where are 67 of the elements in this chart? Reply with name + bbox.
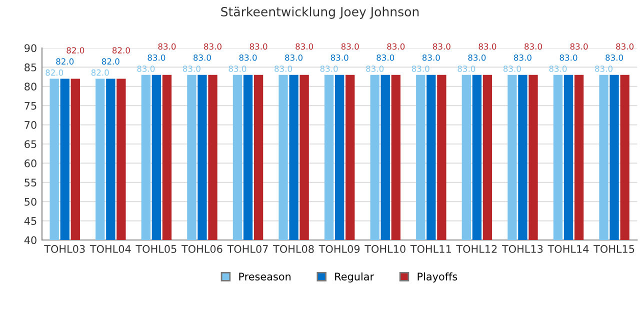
y-tick-label: 75 <box>24 102 36 110</box>
y-tick-label: 45 <box>24 217 36 225</box>
x-tick-label: TOHL04 <box>90 245 131 253</box>
y-tick-label: 70 <box>24 121 36 129</box>
data-label: 83.0 <box>341 43 359 50</box>
data-label: 83.0 <box>503 66 521 72</box>
data-label: 83.0 <box>570 43 588 50</box>
data-label: 83.0 <box>606 54 624 61</box>
data-label: 82.0 <box>66 47 84 54</box>
y-tick-label: 90 <box>24 44 36 52</box>
data-label: 83.0 <box>478 43 496 50</box>
y-tick-label: 50 <box>24 198 36 206</box>
data-label: 83.0 <box>239 54 257 61</box>
data-label: 83.0 <box>422 54 440 61</box>
data-label: 83.0 <box>514 54 532 61</box>
data-label: 83.0 <box>296 43 314 50</box>
data-label: 83.0 <box>524 43 542 50</box>
y-tick-label: 55 <box>24 178 36 187</box>
legend-label: Playoffs <box>418 272 458 282</box>
data-label: 83.0 <box>458 66 476 72</box>
x-tick-label: TOHL13 <box>502 245 543 253</box>
data-label: 82.0 <box>56 58 74 65</box>
data-label: 83.0 <box>148 54 166 61</box>
legend-label: Regular <box>335 272 374 282</box>
y-tick-label: 80 <box>24 82 36 91</box>
data-label: 82.0 <box>91 69 109 76</box>
data-label: 83.0 <box>595 66 612 72</box>
y-tick-label: 60 <box>24 159 36 168</box>
data-label: 83.0 <box>182 66 200 72</box>
data-label: 83.0 <box>320 66 338 72</box>
x-tick-label: TOHL14 <box>548 245 589 253</box>
data-label: 83.0 <box>560 54 578 61</box>
x-tick-label: TOHL09 <box>318 245 360 253</box>
x-tick-label: TOHL05 <box>136 245 176 253</box>
x-tick-label: TOHL12 <box>456 245 497 253</box>
data-label: 83.0 <box>194 54 211 61</box>
data-label: 83.0 <box>285 54 303 61</box>
data-label: 83.0 <box>432 43 450 50</box>
data-label: 83.0 <box>274 66 292 72</box>
x-tick-label: TOHL07 <box>227 245 268 253</box>
data-label: 82.0 <box>102 58 120 65</box>
data-label: 83.0 <box>549 66 567 72</box>
data-label: 83.0 <box>412 66 430 72</box>
x-tick-label: TOHL03 <box>44 245 85 253</box>
x-tick-label: TOHL10 <box>364 245 406 253</box>
x-tick-label: TOHL08 <box>273 245 314 253</box>
data-label: 83.0 <box>468 54 486 61</box>
data-label: 83.0 <box>376 54 394 61</box>
y-tick-label: 65 <box>24 140 36 148</box>
x-tick-label: TOHL11 <box>410 245 451 253</box>
data-label: 83.0 <box>330 54 348 61</box>
y-tick-label: 85 <box>24 63 36 72</box>
data-label: 83.0 <box>228 66 246 72</box>
x-tick-label: TOHL06 <box>181 245 222 253</box>
data-label: 83.0 <box>366 66 384 72</box>
data-label: 83.0 <box>387 43 405 50</box>
x-tick-label: TOHL15 <box>594 245 634 253</box>
data-label: 83.0 <box>137 66 155 72</box>
data-label: 82.0 <box>46 69 64 76</box>
data-label: 83.0 <box>616 43 634 50</box>
chart-title: Stärkeentwicklung Joey Johnson <box>221 6 419 19</box>
y-tick-label: 40 <box>24 236 36 244</box>
data-label: 83.0 <box>250 43 268 50</box>
legend-label: Preseason <box>239 272 291 280</box>
data-label: 83.0 <box>158 43 176 50</box>
data-label: 83.0 <box>204 43 222 50</box>
data-label: 82.0 <box>112 47 130 54</box>
